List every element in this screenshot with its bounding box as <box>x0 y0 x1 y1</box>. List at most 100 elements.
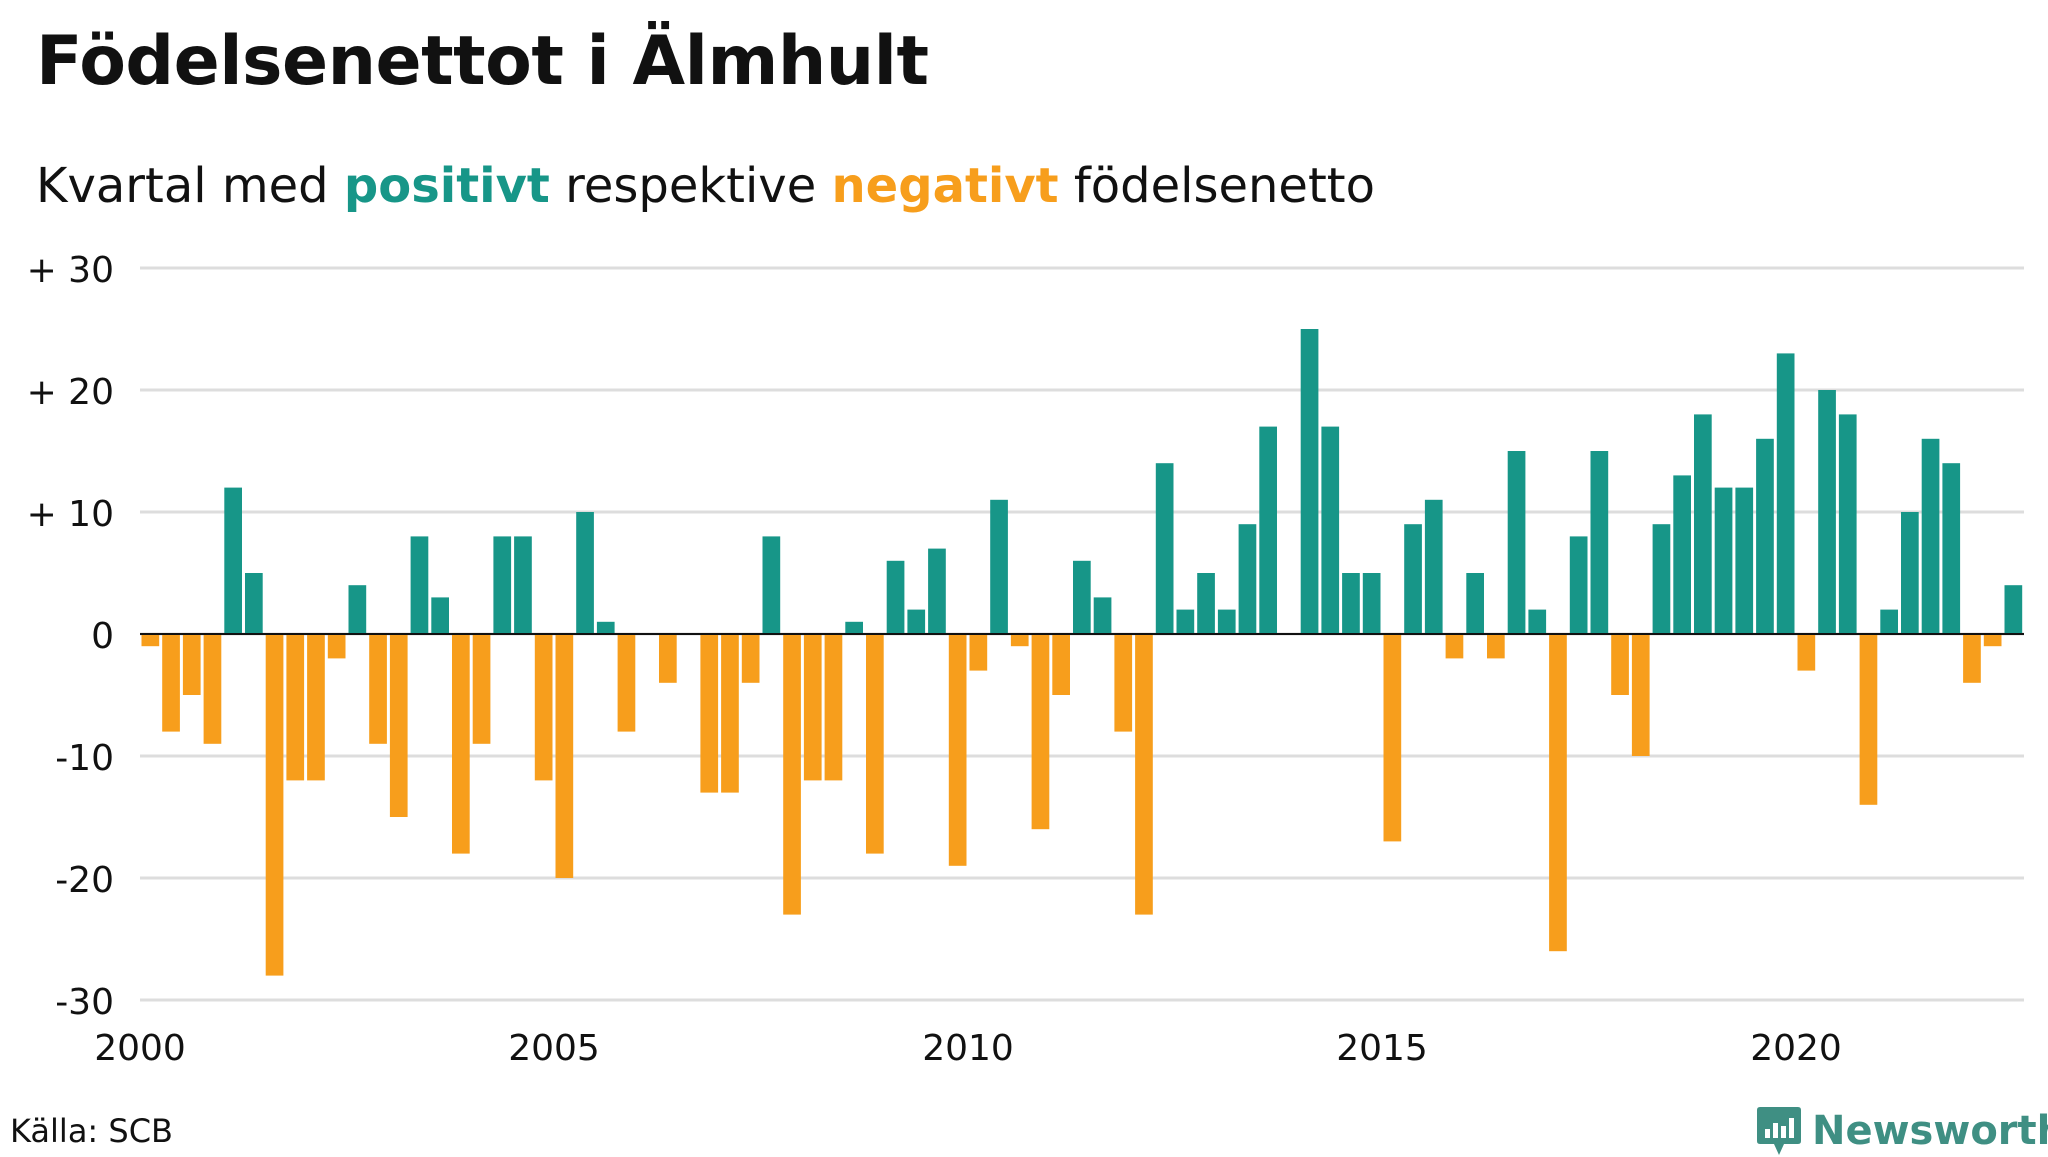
bar <box>617 634 636 732</box>
bar <box>1590 451 1609 634</box>
bar <box>783 634 801 915</box>
chart-subtitle: Kvartal med positivt respektive negativt… <box>36 158 1375 214</box>
bar <box>1445 634 1464 659</box>
bar <box>1942 463 1961 634</box>
newsworthy-logo-icon <box>1757 1107 1801 1155</box>
bar <box>1114 634 1133 732</box>
x-tick-label: 2005 <box>508 1028 600 1069</box>
bar <box>1073 560 1091 634</box>
bar <box>1776 353 1795 634</box>
y-tick-label: + 30 <box>27 250 114 291</box>
bar <box>203 634 222 744</box>
bar <box>1818 390 1836 634</box>
bar <box>493 536 512 634</box>
bar <box>472 634 491 744</box>
bar <box>948 634 967 866</box>
bar <box>596 621 615 634</box>
bar <box>1714 487 1733 634</box>
subtitle-before: Kvartal med <box>36 158 344 214</box>
bar <box>141 634 160 647</box>
subtitle-after: födelsenetto <box>1058 158 1375 214</box>
bar <box>162 634 180 732</box>
y-tick-label: + 20 <box>27 372 114 413</box>
x-tick-label: 2020 <box>1750 1028 1842 1069</box>
bar <box>1135 634 1153 915</box>
y-tick-label: -20 <box>55 860 114 901</box>
bar <box>576 512 594 634</box>
bar <box>1611 634 1629 695</box>
bar <box>1259 426 1277 634</box>
x-tick-label: 2015 <box>1336 1028 1428 1069</box>
bar <box>1859 634 1878 805</box>
y-tick-label: + 10 <box>27 494 114 535</box>
bar <box>1217 609 1236 634</box>
bar <box>514 536 532 634</box>
bar <box>659 634 677 683</box>
subtitle-positive-word: positivt <box>343 158 550 214</box>
bar <box>1921 438 1940 634</box>
bar <box>824 634 843 781</box>
bar <box>369 634 387 744</box>
bar <box>1424 499 1443 634</box>
bar <box>1383 634 1402 842</box>
bar <box>2004 585 2023 634</box>
bar <box>307 634 325 781</box>
bar <box>245 573 263 634</box>
bar <box>1797 634 1816 671</box>
bar <box>928 548 946 634</box>
bar <box>1549 634 1567 952</box>
bar <box>1466 573 1484 634</box>
bar <box>431 597 449 634</box>
chart-title: Födelsenettot i Älmhult <box>36 22 929 101</box>
bar <box>1652 524 1671 634</box>
bar <box>1093 597 1112 634</box>
bar <box>1838 414 1857 634</box>
bar <box>1404 524 1422 634</box>
bar <box>1880 609 1898 634</box>
bar <box>1238 524 1257 634</box>
subtitle-negative-word: negativt <box>831 158 1059 214</box>
bar <box>410 536 429 634</box>
bar <box>555 634 574 878</box>
bar <box>1010 634 1029 647</box>
bar <box>1052 634 1070 695</box>
bar <box>907 609 926 634</box>
bar <box>348 585 367 634</box>
bar <box>1694 414 1712 634</box>
bar <box>1155 463 1174 634</box>
bar <box>286 634 305 781</box>
newsworthy-logo-text: Newsworthy <box>1812 1108 2048 1154</box>
newsworthy-logo[interactable]: Newsworthy <box>1756 1105 2048 1157</box>
bar <box>534 634 553 781</box>
bar <box>1756 438 1774 634</box>
bar <box>265 634 284 976</box>
bar <box>1631 634 1650 756</box>
bar <box>1176 609 1195 634</box>
bar <box>969 634 988 671</box>
bar <box>1963 634 1981 683</box>
bar <box>886 560 905 634</box>
bar <box>803 634 822 781</box>
y-tick-label: -30 <box>55 982 114 1023</box>
bar <box>452 634 470 854</box>
bar <box>1901 512 1919 634</box>
bar <box>866 634 884 854</box>
bar <box>1507 451 1526 634</box>
bar <box>1321 426 1340 634</box>
x-axis-ticks: 2000 2005 2010 2015 2020 <box>94 1028 1842 1069</box>
y-axis-ticks: + 30 + 20 + 10 0 -10 -20 -30 <box>27 250 114 1023</box>
x-tick-label: 2000 <box>94 1028 186 1069</box>
bar <box>845 621 863 634</box>
bar <box>1300 329 1319 634</box>
bar <box>700 634 719 793</box>
bar <box>1569 536 1588 634</box>
bar <box>1342 573 1360 634</box>
bar <box>327 634 346 659</box>
bar <box>1362 573 1381 634</box>
source-note: Källa: SCB <box>10 1112 173 1150</box>
bar <box>1197 573 1215 634</box>
bar <box>1673 475 1691 634</box>
bar <box>182 634 201 695</box>
bar <box>1487 634 1505 659</box>
